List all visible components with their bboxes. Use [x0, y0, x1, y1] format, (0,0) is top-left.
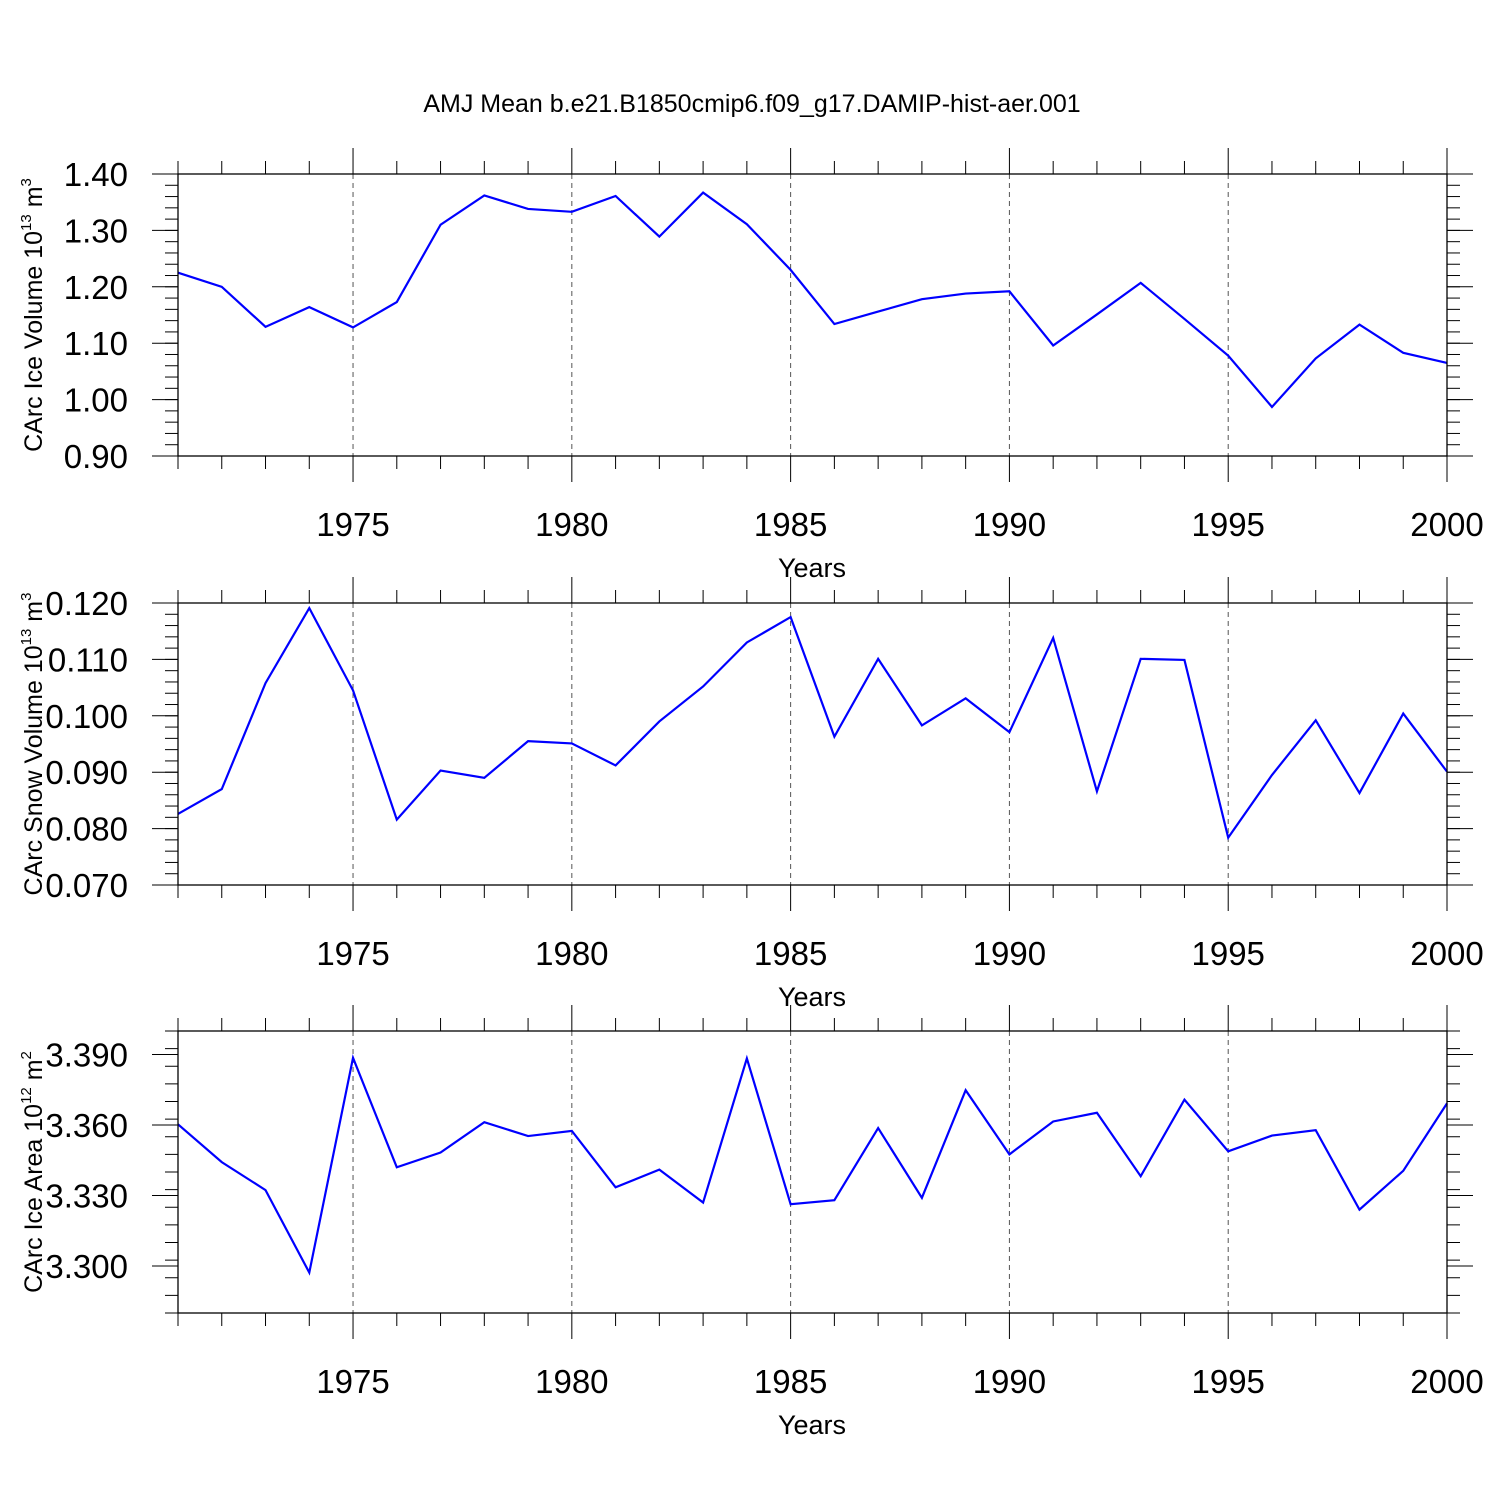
- x-axis-label: Years: [778, 982, 846, 1012]
- y-axis-label-text: CArc Ice Volume 10: [20, 231, 48, 452]
- y-tick-label: 0.110: [48, 641, 128, 678]
- x-tick-label: 1990: [973, 935, 1046, 972]
- y-tick-label: 1.10: [64, 325, 128, 362]
- x-tick-label: 1980: [535, 935, 608, 972]
- y-axis-label-unit: m: [20, 1059, 48, 1087]
- panel-2: 0.070 0.080 0.090 0.100 0.110 0.120 1975 1980 19…: [18, 577, 1484, 1012]
- y-tick-label: 1.40: [64, 156, 128, 193]
- y-axis-label-unit-exponent: 3: [18, 178, 35, 186]
- y-tick-label: 0.100: [45, 698, 128, 735]
- y-tick-label: 3.330: [45, 1178, 128, 1215]
- y-tick-label: 0.90: [64, 438, 128, 475]
- y-axis-label: CArc Ice Area 1012 m2: [18, 1051, 48, 1293]
- y-axis-label-exponent: 13: [18, 214, 35, 231]
- y-tick-label: 0.090: [45, 754, 128, 791]
- x-tick-label: 1980: [535, 1363, 608, 1400]
- x-tick-label: 1985: [754, 935, 827, 972]
- y-tick-label: 0.120: [45, 585, 128, 622]
- plot-frame: [177, 1030, 1448, 1314]
- y-axis-label-unit-exponent: 2: [18, 1051, 35, 1059]
- y-axis-label-unit: m: [20, 186, 48, 214]
- y-tick-label: 0.070: [45, 867, 128, 904]
- panel-1: 0.90 1.00 1.10 1.20 1.30 1.40 1975 1980 1985 1990…: [18, 148, 1484, 583]
- x-tick-label: 2000: [1410, 935, 1483, 972]
- x-tick-label: 2000: [1410, 506, 1483, 543]
- series-line: [177, 1053, 1448, 1276]
- x-tick-label: 1980: [535, 506, 608, 543]
- y-tick-label: 1.30: [64, 212, 128, 249]
- x-axis-label: Years: [778, 553, 846, 583]
- series-line: [177, 605, 1448, 841]
- panel-3: 3.300 3.330 3.360 3.390 1975 1980 1985 1990 1995…: [18, 1005, 1484, 1440]
- y-axis-label-text: CArc Snow Volume 10: [20, 645, 48, 895]
- y-tick-label: 3.300: [45, 1248, 128, 1285]
- y-axis-label-exponent: 12: [18, 1087, 35, 1104]
- y-axis-label: CArc Ice Volume 1013 m3: [18, 178, 48, 452]
- x-tick-label: 1975: [316, 935, 389, 972]
- panels: 0.90 1.00 1.10 1.20 1.30 1.40 1975 1980 1985 1990…: [18, 148, 1484, 1440]
- x-tick-label: 2000: [1410, 1363, 1483, 1400]
- y-tick-label: 1.00: [64, 382, 128, 419]
- x-tick-label: 1985: [754, 506, 827, 543]
- y-tick-label: 3.390: [45, 1037, 128, 1074]
- y-axis-label-unit: m: [20, 601, 48, 629]
- x-tick-label: 1985: [754, 1363, 827, 1400]
- y-tick-label: 0.080: [45, 811, 128, 848]
- y-tick-label: 3.360: [45, 1107, 128, 1144]
- y-axis-label-unit-exponent: 3: [18, 593, 35, 601]
- x-tick-label: 1975: [316, 1363, 389, 1400]
- chart-title: AMJ Mean b.e21.B1850cmip6.f09_g17.DAMIP-…: [423, 90, 1080, 118]
- y-tick-label: 1.20: [64, 269, 128, 306]
- x-tick-label: 1995: [1191, 935, 1264, 972]
- x-axis-label: Years: [778, 1410, 846, 1440]
- plot-frame: [177, 602, 1448, 886]
- x-tick-label: 1990: [973, 506, 1046, 543]
- series-line: [177, 191, 1448, 409]
- x-tick-label: 1995: [1191, 1363, 1264, 1400]
- x-tick-label: 1995: [1191, 506, 1264, 543]
- y-axis-label-text: CArc Ice Area 10: [20, 1104, 48, 1293]
- y-axis-label: CArc Snow Volume 1013 m3: [18, 593, 48, 896]
- x-tick-label: 1990: [973, 1363, 1046, 1400]
- plot-frame: [177, 173, 1448, 457]
- x-tick-label: 1975: [316, 506, 389, 543]
- y-axis-label-exponent: 13: [18, 629, 35, 646]
